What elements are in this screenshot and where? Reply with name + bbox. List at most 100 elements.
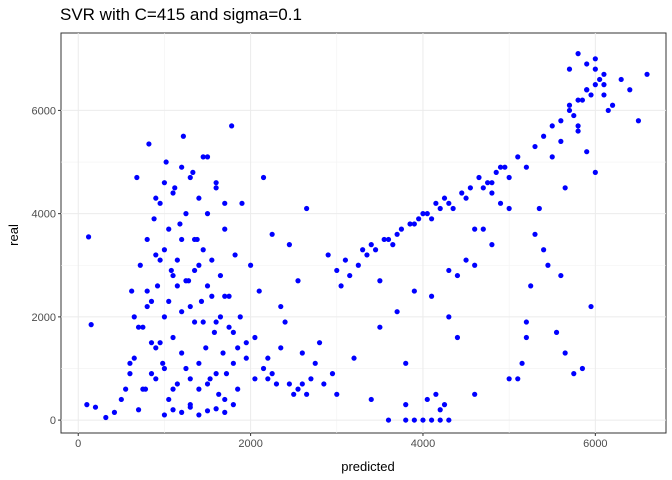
data-point bbox=[170, 190, 176, 196]
data-point bbox=[222, 409, 228, 415]
data-point bbox=[420, 211, 426, 217]
data-point bbox=[329, 371, 336, 377]
data-point bbox=[230, 360, 236, 366]
data-point bbox=[377, 278, 383, 284]
data-point bbox=[472, 391, 478, 397]
data-point bbox=[265, 376, 271, 382]
data-point bbox=[528, 283, 534, 289]
data-point bbox=[286, 242, 292, 248]
data-point bbox=[286, 381, 292, 387]
data-point bbox=[506, 205, 512, 212]
data-point bbox=[134, 174, 140, 181]
data-point bbox=[256, 288, 262, 294]
data-point bbox=[472, 262, 478, 268]
data-point bbox=[390, 242, 396, 248]
data-point bbox=[217, 314, 224, 320]
data-point bbox=[213, 185, 219, 191]
data-point bbox=[532, 143, 538, 150]
data-point bbox=[235, 345, 241, 351]
data-point bbox=[179, 409, 185, 415]
data-point bbox=[260, 365, 267, 372]
data-point bbox=[211, 329, 218, 335]
data-point bbox=[191, 267, 198, 274]
data-point bbox=[407, 221, 413, 227]
data-point bbox=[523, 319, 529, 325]
data-point bbox=[541, 247, 547, 253]
data-point bbox=[433, 391, 439, 397]
data-point bbox=[316, 340, 323, 346]
data-point bbox=[299, 350, 305, 356]
data-point bbox=[179, 350, 185, 356]
data-point bbox=[161, 247, 168, 253]
data-point bbox=[174, 257, 180, 263]
data-point bbox=[428, 293, 435, 299]
data-point bbox=[166, 396, 172, 403]
data-point bbox=[168, 267, 174, 274]
data-point bbox=[187, 376, 193, 382]
data-point bbox=[566, 107, 573, 114]
data-point bbox=[118, 396, 124, 403]
data-point bbox=[592, 66, 598, 72]
data-point bbox=[597, 76, 603, 83]
data-point bbox=[200, 154, 206, 160]
data-point bbox=[558, 272, 564, 279]
data-point bbox=[217, 272, 224, 279]
data-point bbox=[161, 412, 168, 418]
data-point bbox=[411, 288, 417, 294]
data-point bbox=[166, 298, 172, 304]
data-point bbox=[463, 257, 469, 263]
data-point bbox=[127, 371, 133, 377]
data-point bbox=[351, 355, 357, 361]
data-point bbox=[137, 262, 143, 268]
data-point bbox=[204, 283, 211, 289]
data-point bbox=[235, 386, 241, 392]
data-point bbox=[157, 200, 163, 206]
data-point bbox=[502, 164, 508, 170]
data-point bbox=[360, 247, 366, 253]
data-point bbox=[213, 319, 219, 325]
data-point bbox=[541, 133, 547, 139]
data-point bbox=[562, 350, 568, 356]
data-point bbox=[497, 164, 504, 170]
data-point bbox=[334, 267, 340, 274]
data-point bbox=[84, 402, 90, 408]
data-point bbox=[88, 322, 94, 328]
data-point bbox=[183, 211, 189, 217]
data-point bbox=[571, 112, 577, 119]
y-tick-label: 0 bbox=[50, 415, 56, 427]
data-point bbox=[187, 174, 193, 181]
data-point bbox=[230, 402, 236, 408]
data-point bbox=[536, 205, 542, 212]
plot-panel bbox=[60, 32, 667, 434]
data-point bbox=[627, 87, 633, 93]
data-point bbox=[157, 340, 163, 346]
data-point bbox=[179, 164, 185, 170]
data-point bbox=[153, 195, 159, 201]
data-point bbox=[506, 174, 512, 181]
data-point bbox=[204, 211, 211, 217]
data-point bbox=[420, 417, 426, 423]
x-tick-label: 6000 bbox=[583, 438, 607, 450]
data-point bbox=[549, 154, 555, 160]
data-point bbox=[424, 396, 430, 403]
data-point bbox=[588, 92, 594, 98]
data-point bbox=[398, 226, 405, 232]
data-point bbox=[493, 169, 499, 175]
data-point bbox=[575, 51, 581, 57]
data-point bbox=[424, 211, 430, 217]
data-point bbox=[433, 200, 439, 206]
data-point bbox=[131, 355, 137, 361]
y-tick-label: 6000 bbox=[32, 105, 56, 117]
data-point bbox=[437, 205, 443, 212]
data-point bbox=[129, 288, 135, 294]
data-point bbox=[355, 262, 361, 268]
data-point bbox=[588, 303, 594, 310]
data-point bbox=[394, 309, 400, 315]
data-point bbox=[183, 365, 189, 372]
data-point bbox=[209, 293, 215, 299]
data-point bbox=[334, 391, 340, 397]
data-point bbox=[222, 396, 228, 403]
data-point bbox=[575, 97, 581, 103]
data-point bbox=[480, 185, 486, 191]
data-point bbox=[161, 180, 168, 186]
